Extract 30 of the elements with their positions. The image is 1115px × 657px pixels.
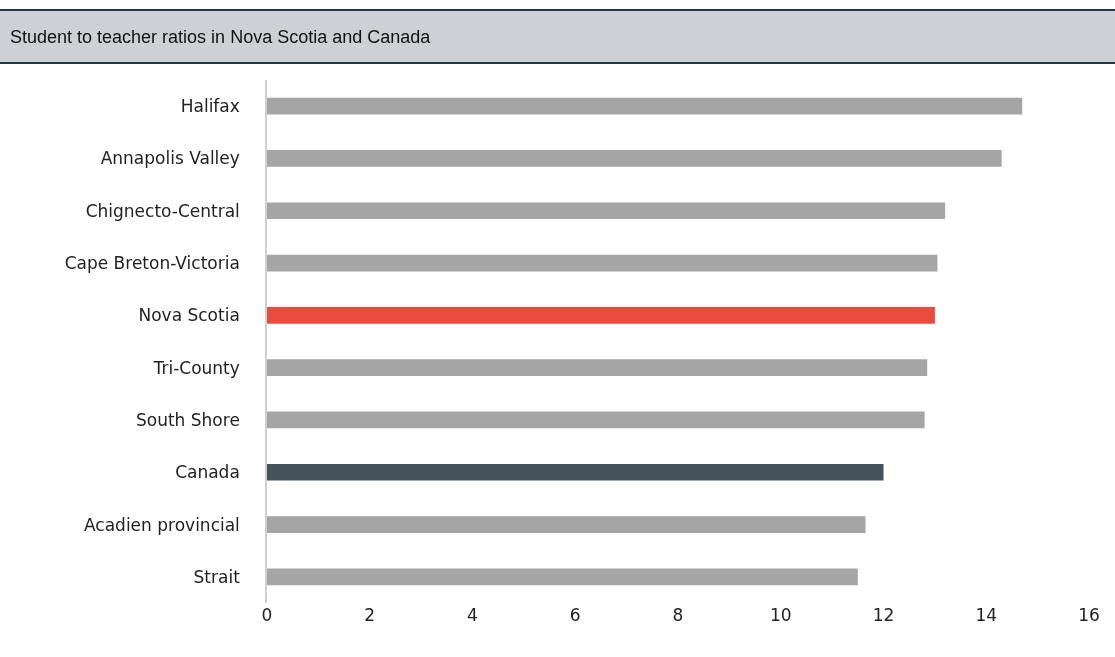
bar	[267, 359, 928, 377]
bar	[267, 411, 925, 429]
y-tick-label: Strait	[193, 566, 241, 587]
bar	[267, 568, 858, 586]
bar	[267, 254, 938, 272]
x-tick-label: 12	[872, 605, 895, 625]
y-tick-label: Halifax	[180, 96, 240, 117]
y-tick-label: Cape Breton-Victoria	[64, 253, 240, 273]
bar	[267, 150, 1002, 167]
x-tick-label: 16	[1078, 605, 1100, 625]
bar	[267, 97, 1023, 115]
x-tick-label: 14	[975, 605, 998, 625]
x-tick-label: 2	[364, 605, 376, 625]
x-tick-label: 4	[467, 605, 478, 625]
x-tick-label: 8	[672, 605, 684, 625]
y-tick-label: Nova Scotia	[138, 305, 240, 326]
x-tick-label: 6	[569, 605, 581, 625]
y-tick-label: Tri-County	[152, 357, 240, 378]
bar	[267, 463, 884, 481]
y-tick-label: Acadien provincial	[84, 514, 240, 535]
y-tick-label: Chignecto-Central	[85, 200, 240, 221]
bar	[267, 202, 946, 220]
y-tick-label: South Shore	[135, 409, 240, 430]
x-tick-label: 0	[261, 605, 273, 625]
y-tick-label: Canada	[175, 462, 240, 483]
y-tick-label: Annapolis Valley	[100, 148, 240, 169]
x-tick-label: 10	[769, 605, 792, 625]
bar	[267, 516, 866, 533]
chart-title: Student to teacher ratios in Nova Scotia and Canada	[10, 27, 432, 47]
bar	[267, 306, 935, 324]
